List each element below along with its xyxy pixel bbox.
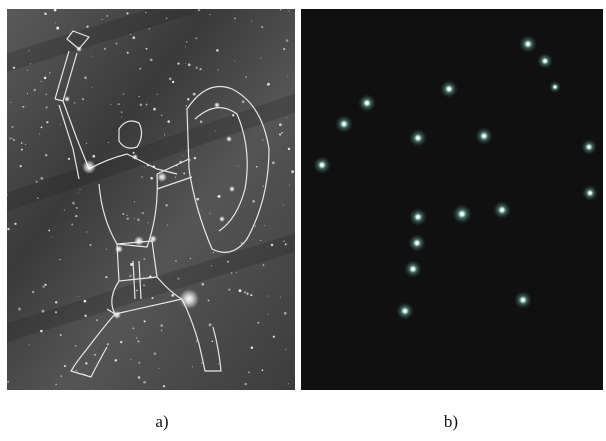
star-14 bbox=[132, 154, 138, 160]
star-field-image bbox=[301, 9, 603, 390]
star-field-panel bbox=[301, 9, 603, 390]
star-6 bbox=[149, 235, 157, 243]
star-8 bbox=[219, 216, 225, 222]
star-2 bbox=[179, 289, 199, 309]
star-5 bbox=[134, 236, 144, 246]
caption-a: a) bbox=[155, 412, 169, 431]
star-1 bbox=[82, 160, 96, 174]
star-10 bbox=[214, 102, 220, 108]
hunter-figure-outline bbox=[54, 30, 270, 378]
caption-b: b) bbox=[443, 412, 459, 431]
orion-constellation-image bbox=[7, 9, 295, 390]
star-11 bbox=[64, 96, 70, 102]
star-9 bbox=[226, 136, 232, 142]
orion-drawing-panel bbox=[7, 9, 295, 390]
star-13 bbox=[229, 186, 235, 192]
star-3 bbox=[157, 172, 167, 182]
star-12 bbox=[76, 46, 82, 52]
star-4 bbox=[115, 245, 123, 253]
star-7 bbox=[113, 311, 121, 319]
